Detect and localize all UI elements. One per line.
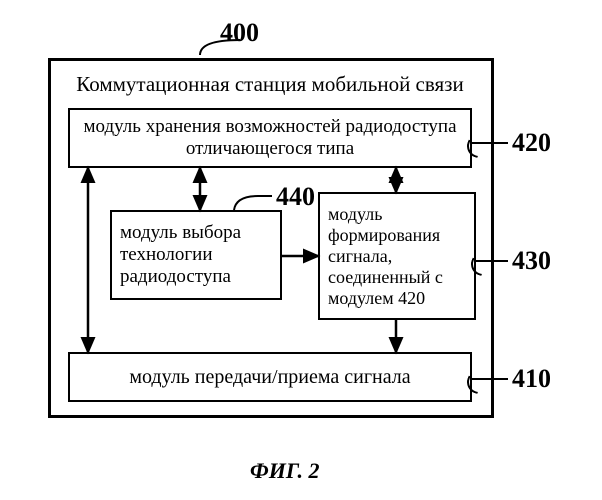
node-420: модуль хранения возможностей радиодоступ… <box>68 108 472 168</box>
node-440-text: модуль выбора технологии радиодоступа <box>120 222 272 288</box>
node-420-text: модуль хранения возможностей радиодоступ… <box>78 116 462 160</box>
lead-420 <box>472 142 508 144</box>
figure-caption: ФИГ. 2 <box>250 458 319 484</box>
node-440: модуль выбора технологии радиодоступа <box>110 210 282 300</box>
node-410-text: модуль передачи/приема сигнала <box>129 366 410 389</box>
label-430: 430 <box>512 246 551 276</box>
node-430: модуль формирования сигнала, соединенный… <box>318 192 476 320</box>
label-420: 420 <box>512 128 551 158</box>
node-430-text: модуль формирования сигнала, соединенный… <box>328 204 466 309</box>
outer-title: Коммутационная станция мобильной связи <box>60 72 480 97</box>
lead-410 <box>472 378 508 380</box>
node-410: модуль передачи/приема сигнала <box>68 352 472 402</box>
outer-label-400: 400 <box>220 18 259 48</box>
label-440: 440 <box>276 182 315 212</box>
label-410: 410 <box>512 364 551 394</box>
diagram-canvas: 400 Коммутационная станция мобильной свя… <box>0 0 602 500</box>
lead-430 <box>476 260 508 262</box>
